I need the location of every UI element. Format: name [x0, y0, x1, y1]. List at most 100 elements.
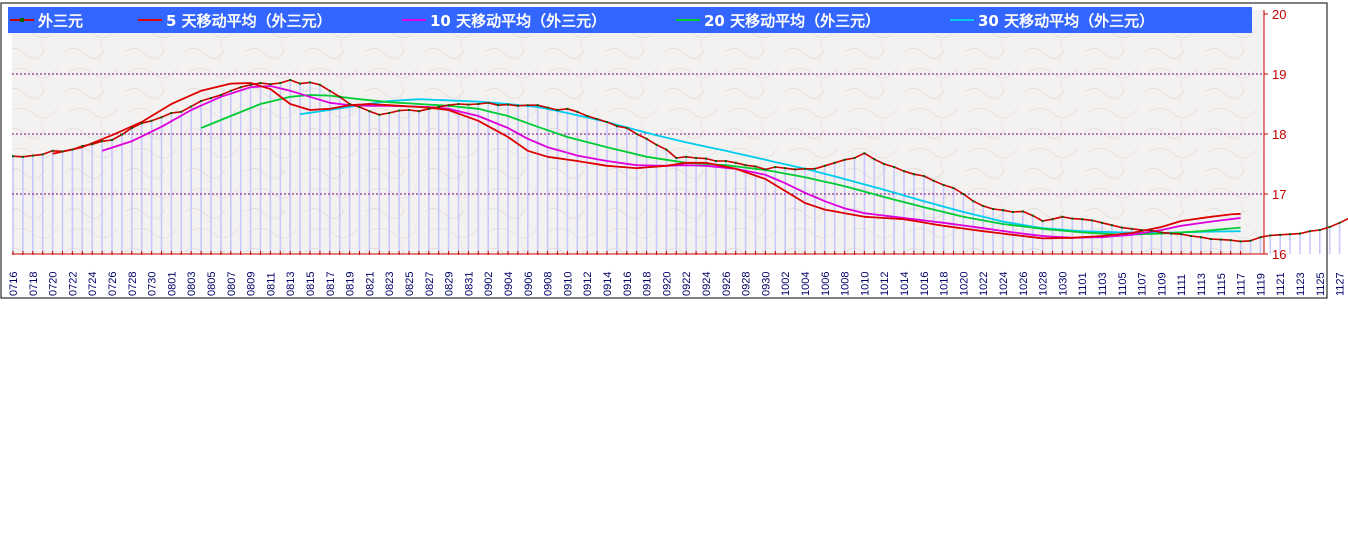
- x-tick-label: 0730: [147, 272, 159, 296]
- x-tick-label: 0827: [424, 272, 436, 296]
- x-tick-label: 0916: [622, 272, 634, 296]
- y-tick-label: 20: [1272, 7, 1286, 22]
- data-point: [408, 109, 410, 111]
- data-point: [556, 109, 559, 111]
- x-tick-label: 1115: [1216, 273, 1228, 296]
- volume-bars: [12, 80, 1341, 254]
- data-point: [912, 173, 915, 176]
- x-tick-label: 0722: [67, 272, 79, 296]
- x-tick-label: 1020: [958, 272, 970, 296]
- data-point: [982, 205, 985, 207]
- data-point: [229, 89, 232, 92]
- data-point: [635, 133, 638, 135]
- y-tick-label: 16: [1272, 247, 1286, 262]
- x-tick-label: 0813: [285, 272, 297, 296]
- data-point: [952, 187, 955, 189]
- x-tick-label: 0716: [8, 272, 20, 296]
- x-tick-label: 0930: [760, 272, 772, 296]
- legend: 外三元 5 天移动平均（外三元） 10 天移动平均（外三元） 20 天移动平均（外三元…: [8, 7, 1252, 33]
- data-point: [180, 110, 183, 113]
- data-point: [269, 83, 272, 86]
- data-point: [576, 110, 579, 113]
- data-point: [566, 107, 569, 110]
- x-tick-label: 0825: [404, 272, 416, 296]
- legend-label: 30 天移动平均（外三元）: [978, 12, 1154, 30]
- x-axis: 0716 0718 0720 0722 0724 0726 0728 0730 0801 0803…: [8, 251, 1347, 296]
- data-point: [427, 107, 430, 110]
- data-point: [1229, 239, 1232, 242]
- data-point: [1061, 215, 1064, 218]
- data-point: [1259, 236, 1262, 239]
- data-point: [883, 163, 886, 165]
- data-point: [348, 103, 351, 105]
- legend-label: 外三元: [37, 12, 83, 30]
- data-point: [1170, 232, 1173, 235]
- data-point: [1249, 239, 1252, 242]
- data-point: [625, 127, 628, 129]
- data-point: [12, 155, 14, 158]
- data-point: [695, 157, 698, 159]
- data-point: [1150, 229, 1153, 232]
- x-tick-label: 0922: [681, 272, 693, 296]
- data-point: [1338, 221, 1341, 224]
- x-tick-label: 1101: [1077, 272, 1089, 296]
- x-tick-label: 1121: [1275, 272, 1287, 296]
- data-point: [1209, 238, 1212, 240]
- data-point: [279, 82, 282, 84]
- data-point: [1200, 236, 1202, 239]
- legend-marker: [20, 18, 24, 22]
- y-tick-label: 19: [1272, 67, 1286, 82]
- x-tick-label: 0809: [246, 272, 258, 296]
- data-point: [833, 161, 836, 164]
- x-tick-label: 1113: [1196, 273, 1208, 296]
- x-tick-label: 1012: [879, 272, 891, 296]
- data-point: [1120, 226, 1123, 229]
- data-point: [497, 104, 500, 107]
- data-point: [1279, 233, 1282, 236]
- data-point: [219, 94, 222, 96]
- data-point: [309, 81, 311, 84]
- x-tick-label: 0819: [345, 272, 357, 296]
- x-tick-label: 0801: [166, 272, 178, 296]
- data-point: [536, 104, 539, 107]
- data-point: [388, 112, 391, 114]
- x-tick-label: 1018: [939, 272, 951, 296]
- x-tick-label: 0817: [325, 272, 337, 296]
- data-point: [140, 122, 143, 125]
- data-point: [516, 104, 519, 107]
- data-point: [972, 200, 975, 203]
- data-point: [546, 106, 549, 109]
- y-tick-label: 17: [1272, 187, 1286, 202]
- data-point: [705, 157, 707, 160]
- y-tick-label: 18: [1272, 127, 1286, 142]
- x-tick-label: 0728: [127, 272, 139, 296]
- data-point: [170, 112, 173, 114]
- data-point: [615, 125, 618, 128]
- data-point: [843, 158, 846, 161]
- x-tick-label: 0823: [384, 272, 396, 296]
- data-point: [685, 155, 688, 158]
- data-point: [130, 127, 133, 129]
- data-point: [665, 148, 668, 151]
- data-point: [1299, 232, 1301, 235]
- data-point: [91, 143, 94, 146]
- data-point: [150, 119, 153, 122]
- data-point: [813, 167, 816, 170]
- x-tick-label: 0924: [701, 272, 713, 296]
- y-axis: 16 17 18 19 20: [1263, 7, 1286, 262]
- data-point: [1091, 219, 1094, 222]
- data-point: [1160, 231, 1163, 234]
- data-point: [526, 104, 529, 107]
- series-line: [12, 79, 1348, 243]
- data-point: [111, 139, 113, 141]
- data-point: [645, 137, 648, 140]
- x-tick-label: 0912: [582, 272, 594, 296]
- series-lines: [12, 79, 1348, 243]
- data-point: [1239, 240, 1242, 243]
- x-tick-label: 0805: [206, 272, 218, 296]
- data-point: [1140, 229, 1143, 231]
- x-tick-label: 1117: [1236, 273, 1248, 296]
- data-point: [398, 109, 401, 112]
- data-point: [368, 110, 371, 113]
